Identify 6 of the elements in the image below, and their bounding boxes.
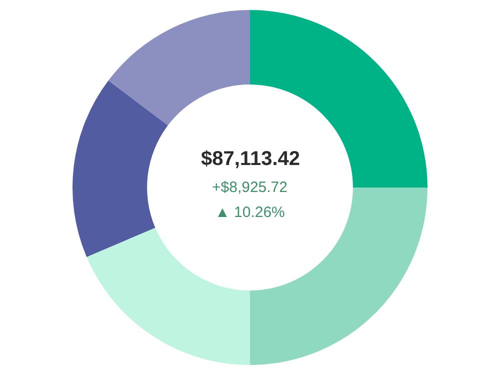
text: +$8,925.72 [212, 179, 288, 196]
donut-slice [72, 80, 168, 257]
text: $87,113.42 [201, 148, 300, 170]
text: ▲ 10.26% [215, 204, 285, 221]
donut-slice [108, 10, 250, 126]
donut-slice [86, 228, 250, 365]
